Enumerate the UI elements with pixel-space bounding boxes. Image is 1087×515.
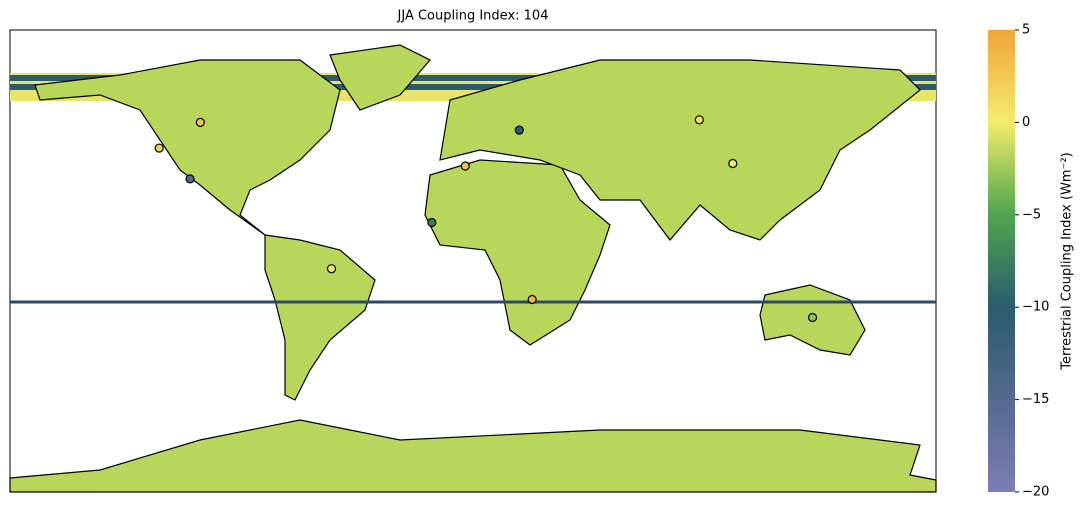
station: [694, 115, 704, 125]
colorbar-tick-label: −5: [1022, 207, 1041, 222]
station: [527, 294, 537, 305]
south-america: [264, 234, 376, 401]
artifact-band: [10, 84, 936, 90]
africa: [424, 159, 611, 346]
north-america: [34, 59, 341, 236]
colorbar: [988, 30, 1015, 492]
artifact-band: [10, 75, 936, 81]
station: [514, 125, 524, 135]
station: [728, 158, 738, 169]
colorbar-label: Terrestrial Coupling Index (Wm⁻²): [1060, 152, 1075, 370]
map: [9, 29, 937, 493]
station: [807, 312, 818, 323]
greenland: [329, 44, 431, 111]
station: [460, 161, 470, 171]
colorbar-tick-label: −20: [1022, 485, 1049, 500]
eurasia: [439, 59, 921, 241]
colorbar-tick-label: −15: [1022, 392, 1049, 407]
colorbar-tick-label: 5: [1022, 23, 1030, 38]
colorbar-tick-label: −10: [1022, 300, 1049, 315]
station: [427, 217, 437, 228]
station: [154, 143, 164, 153]
map-title: JJA Coupling Index: 104: [397, 9, 549, 24]
station: [185, 174, 195, 184]
station: [195, 117, 205, 128]
station: [326, 264, 337, 274]
antarctica: [9, 419, 937, 493]
colorbar-tick-label: 0: [1022, 115, 1030, 130]
